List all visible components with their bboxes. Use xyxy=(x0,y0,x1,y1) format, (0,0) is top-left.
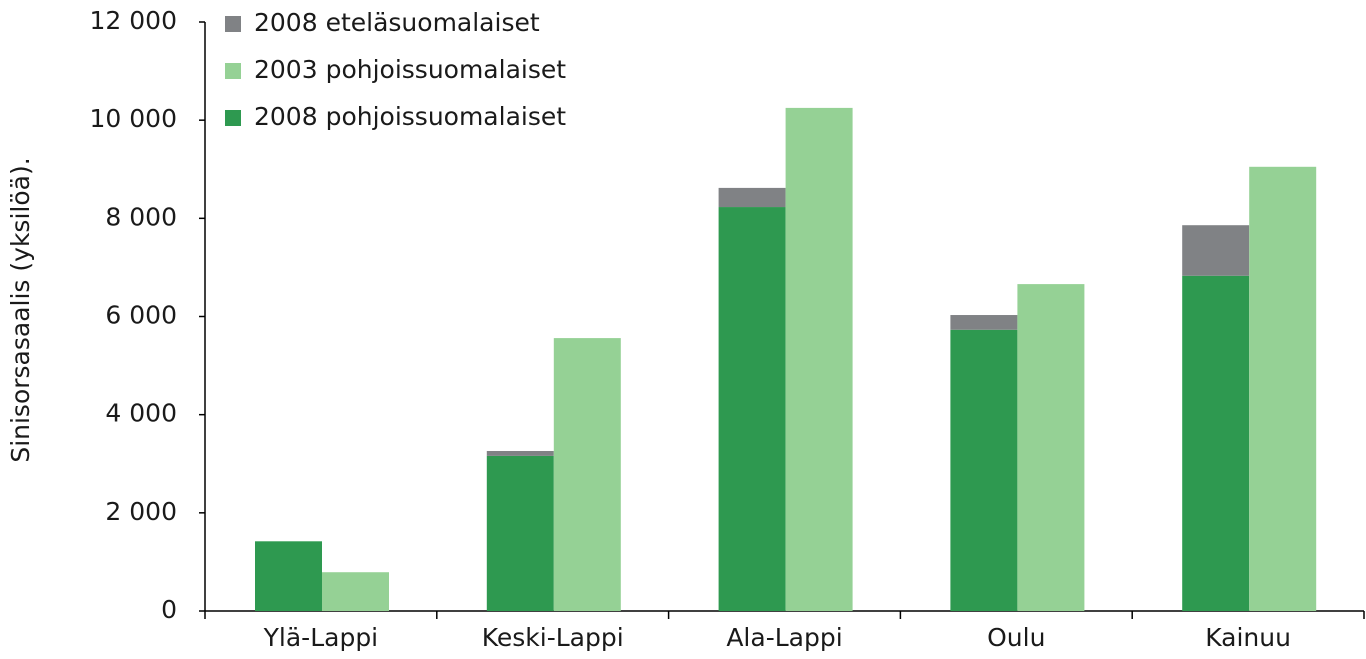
bar xyxy=(718,187,786,208)
x-tick-label: Ala-Lappi xyxy=(726,623,842,652)
legend-label: 2003 pohjoissuomalaiset xyxy=(254,55,566,84)
y-tick-label: 0 xyxy=(161,595,177,624)
legend-label: 2008 pohjoissuomalaiset xyxy=(254,102,566,131)
legend-swatch xyxy=(225,63,241,79)
bar xyxy=(950,329,1018,611)
x-tick-label: Ylä-Lappi xyxy=(263,623,379,652)
bar xyxy=(1182,275,1250,611)
x-tick-label: Oulu xyxy=(987,623,1045,652)
y-tick-label: 12 000 xyxy=(90,6,177,35)
y-tick-label: 4 000 xyxy=(105,399,177,428)
bar xyxy=(486,455,554,611)
y-tick-label: 6 000 xyxy=(105,301,177,330)
legend-swatch xyxy=(225,16,241,32)
bar xyxy=(950,315,1018,330)
bar xyxy=(1182,225,1250,276)
y-tick-label: 10 000 xyxy=(90,104,177,133)
bar xyxy=(1017,284,1085,611)
x-tick-label: Keski-Lappi xyxy=(482,623,624,652)
bar xyxy=(785,107,853,611)
bar xyxy=(322,572,389,611)
bar xyxy=(255,541,322,611)
bar xyxy=(718,207,786,611)
y-tick-label: 2 000 xyxy=(105,497,177,526)
bar xyxy=(1249,166,1317,611)
bar xyxy=(486,450,554,456)
x-tick-label: Kainuu xyxy=(1205,623,1291,652)
bar xyxy=(553,338,621,611)
y-tick-label: 8 000 xyxy=(105,202,177,231)
legend-swatch xyxy=(225,110,241,126)
legend-label: 2008 eteläsuomalaiset xyxy=(254,8,540,37)
y-axis-title: Sinisorsasaalis (yksilöä). xyxy=(6,157,35,462)
